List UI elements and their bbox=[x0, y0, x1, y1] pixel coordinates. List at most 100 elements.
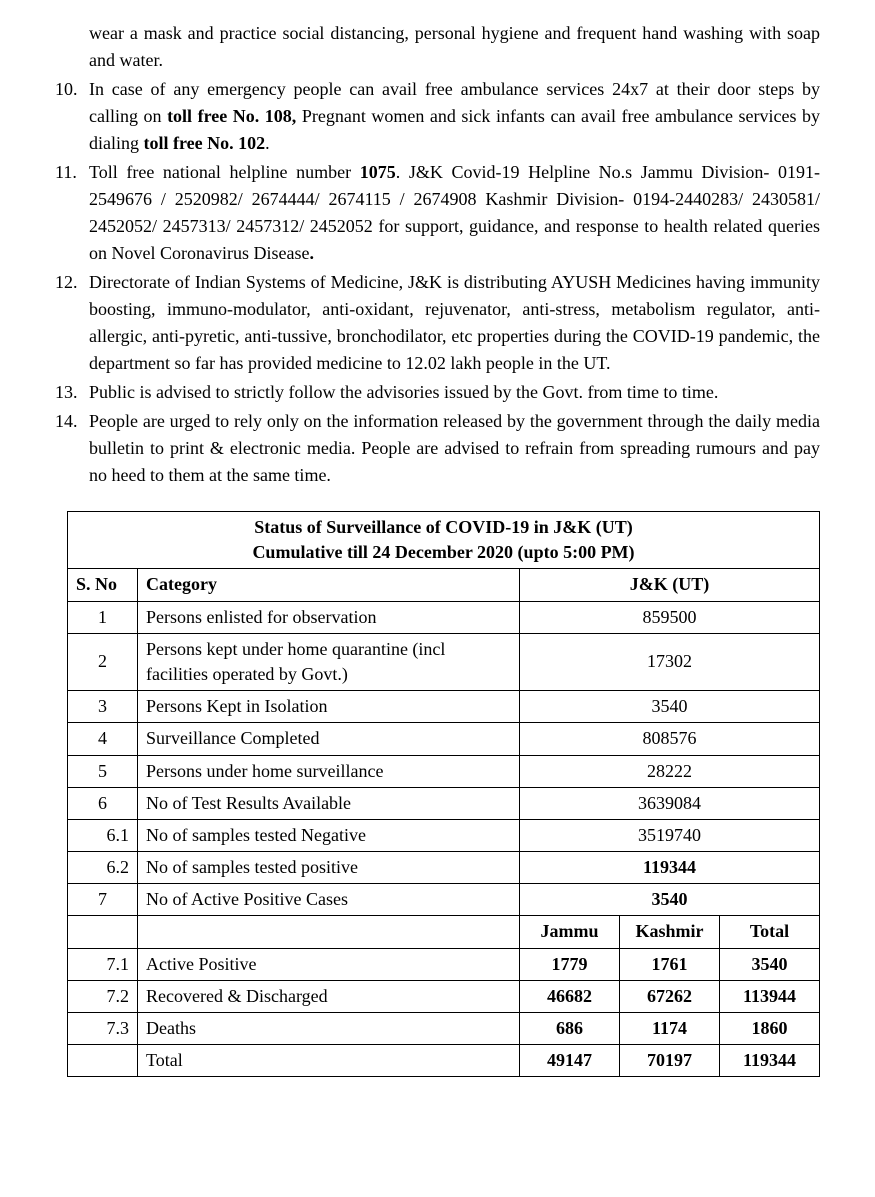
cell-value: 3540 bbox=[520, 691, 820, 723]
cell-category: No of Test Results Available bbox=[138, 787, 520, 819]
cell-total: 1860 bbox=[720, 1013, 820, 1045]
cell-sno: 1 bbox=[68, 601, 138, 633]
list-item: 14. People are urged to rely only on the… bbox=[55, 408, 820, 489]
sub-header-kashmir: Kashmir bbox=[620, 916, 720, 948]
cell-category: Persons enlisted for observation bbox=[138, 601, 520, 633]
cell-category: Recovered & Discharged bbox=[138, 980, 520, 1012]
cell-total: 113944 bbox=[720, 980, 820, 1012]
table-total-row: Total 49147 70197 119344 bbox=[68, 1045, 820, 1077]
table-sub-header-row: Jammu Kashmir Total bbox=[68, 916, 820, 948]
cell-value: 808576 bbox=[520, 723, 820, 755]
table-row: 7 No of Active Positive Cases 3540 bbox=[68, 884, 820, 916]
table-row: 7.1 Active Positive 1779 1761 3540 bbox=[68, 948, 820, 980]
cell-empty bbox=[68, 1045, 138, 1077]
header-sno: S. No bbox=[68, 569, 138, 601]
cell-value: 3639084 bbox=[520, 787, 820, 819]
table-row: 3 Persons Kept in Isolation 3540 bbox=[68, 691, 820, 723]
cell-category: Persons kept under home quarantine (incl… bbox=[138, 633, 520, 690]
cell-category: Persons under home surveillance bbox=[138, 755, 520, 787]
table-row: 5 Persons under home surveillance 28222 bbox=[68, 755, 820, 787]
surveillance-table: Status of Surveillance of COVID-19 in J&… bbox=[67, 511, 820, 1077]
header-jk-ut: J&K (UT) bbox=[520, 569, 820, 601]
cell-total: 3540 bbox=[720, 948, 820, 980]
cell-sno: 5 bbox=[68, 755, 138, 787]
cell-category: No of samples tested positive bbox=[138, 852, 520, 884]
table-row: 6 No of Test Results Available 3639084 bbox=[68, 787, 820, 819]
table-row: 7.3 Deaths 686 1174 1860 bbox=[68, 1013, 820, 1045]
cell-kashmir: 1174 bbox=[620, 1013, 720, 1045]
cell-sno: 3 bbox=[68, 691, 138, 723]
bold-text: toll free No. 102 bbox=[144, 133, 266, 153]
bold-text: . bbox=[309, 243, 314, 263]
list-item: 13. Public is advised to strictly follow… bbox=[55, 379, 820, 406]
list-text: Directorate of Indian Systems of Medicin… bbox=[89, 269, 820, 377]
cell-value: 3519740 bbox=[520, 819, 820, 851]
cell-value: 17302 bbox=[520, 633, 820, 690]
cell-kashmir: 67262 bbox=[620, 980, 720, 1012]
cell-empty bbox=[138, 916, 520, 948]
header-category: Category bbox=[138, 569, 520, 601]
table-row: 6.2 No of samples tested positive 119344 bbox=[68, 852, 820, 884]
text-segment: Directorate of Indian Systems of Medicin… bbox=[89, 272, 820, 373]
cell-value: 28222 bbox=[520, 755, 820, 787]
text-segment: Public is advised to strictly follow the… bbox=[89, 382, 718, 402]
table-row: 6.1 No of samples tested Negative 351974… bbox=[68, 819, 820, 851]
cell-empty bbox=[68, 916, 138, 948]
sub-header-jammu: Jammu bbox=[520, 916, 620, 948]
cell-kashmir: 1761 bbox=[620, 948, 720, 980]
table-title-row: Status of Surveillance of COVID-19 in J&… bbox=[68, 512, 820, 569]
sub-header-total: Total bbox=[720, 916, 820, 948]
list-item: 11. Toll free national helpline number 1… bbox=[55, 159, 820, 267]
bold-text: toll free No. 108, bbox=[167, 106, 296, 126]
list-text: In case of any emergency people can avai… bbox=[89, 76, 820, 157]
cell-sno: 4 bbox=[68, 723, 138, 755]
list-text: People are urged to rely only on the inf… bbox=[89, 408, 820, 489]
list-text: Public is advised to strictly follow the… bbox=[89, 379, 820, 406]
cell-sno: 2 bbox=[68, 633, 138, 690]
cell-total-label: Total bbox=[138, 1045, 520, 1077]
table-row: 2 Persons kept under home quarantine (in… bbox=[68, 633, 820, 690]
cell-sno: 7.2 bbox=[68, 980, 138, 1012]
table-row: 1 Persons enlisted for observation 85950… bbox=[68, 601, 820, 633]
text-segment: . bbox=[265, 133, 270, 153]
cell-jammu: 46682 bbox=[520, 980, 620, 1012]
title-line-1: Status of Surveillance of COVID-19 in J&… bbox=[254, 517, 633, 537]
cell-category: Surveillance Completed bbox=[138, 723, 520, 755]
cell-sno: 7 bbox=[68, 884, 138, 916]
advisory-list: wear a mask and practice social distanci… bbox=[55, 20, 820, 489]
list-item: 12. Directorate of Indian Systems of Med… bbox=[55, 269, 820, 377]
text-segment: Toll free national helpline number bbox=[89, 162, 360, 182]
list-number: 12. bbox=[55, 269, 89, 377]
cell-sno: 7.1 bbox=[68, 948, 138, 980]
cell-value: 3540 bbox=[520, 884, 820, 916]
cell-category: No of Active Positive Cases bbox=[138, 884, 520, 916]
title-line-2: Cumulative till 24 December 2020 (upto 5… bbox=[252, 542, 634, 562]
list-number: 14. bbox=[55, 408, 89, 489]
table-row: 7.2 Recovered & Discharged 46682 67262 1… bbox=[68, 980, 820, 1012]
cell-kashmir: 70197 bbox=[620, 1045, 720, 1077]
list-text: Toll free national helpline number 1075.… bbox=[89, 159, 820, 267]
list-number: 11. bbox=[55, 159, 89, 267]
list-item: 10. In case of any emergency people can … bbox=[55, 76, 820, 157]
cell-total: 119344 bbox=[720, 1045, 820, 1077]
cell-value: 119344 bbox=[520, 852, 820, 884]
list-number: 13. bbox=[55, 379, 89, 406]
table-header-row: S. No Category J&K (UT) bbox=[68, 569, 820, 601]
cell-jammu: 1779 bbox=[520, 948, 620, 980]
cell-sno: 6 bbox=[68, 787, 138, 819]
cell-jammu: 49147 bbox=[520, 1045, 620, 1077]
cell-jammu: 686 bbox=[520, 1013, 620, 1045]
table-row: 4 Surveillance Completed 808576 bbox=[68, 723, 820, 755]
list-number: 10. bbox=[55, 76, 89, 157]
table-title-cell: Status of Surveillance of COVID-19 in J&… bbox=[68, 512, 820, 569]
cell-sno: 6.2 bbox=[68, 852, 138, 884]
cell-category: Active Positive bbox=[138, 948, 520, 980]
text-segment: People are urged to rely only on the inf… bbox=[89, 411, 820, 485]
cell-value: 859500 bbox=[520, 601, 820, 633]
cell-sno: 6.1 bbox=[68, 819, 138, 851]
cell-category: No of samples tested Negative bbox=[138, 819, 520, 851]
bold-text: 1075 bbox=[360, 162, 396, 182]
cell-category: Deaths bbox=[138, 1013, 520, 1045]
cell-category: Persons Kept in Isolation bbox=[138, 691, 520, 723]
cell-sno: 7.3 bbox=[68, 1013, 138, 1045]
